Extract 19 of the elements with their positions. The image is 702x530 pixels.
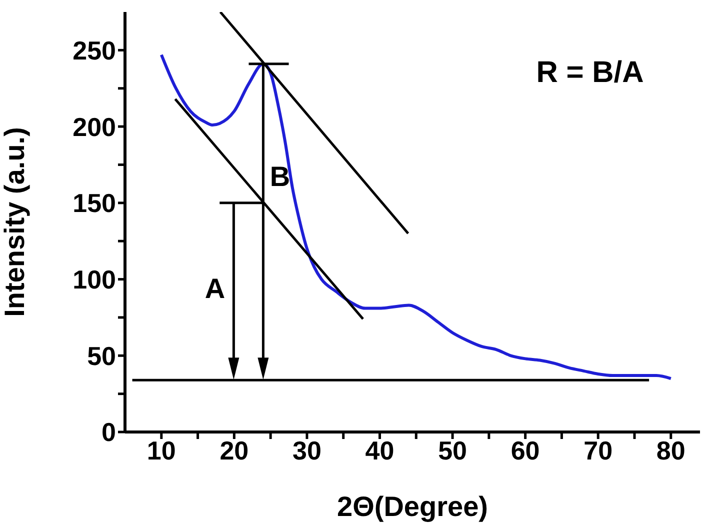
y-tick-label: 200 (72, 112, 116, 142)
x-tick-label: 40 (365, 435, 394, 466)
annotation: B (270, 161, 290, 192)
y-tick-label: 0 (102, 417, 116, 448)
x-tick-label: 30 (292, 435, 322, 466)
x-axis-title: 2Θ(Degree) (337, 491, 488, 522)
y-axis-title: Intensity (a.u.) (0, 127, 30, 317)
x-tick-label: 60 (510, 435, 540, 466)
y-tick-label: 100 (72, 264, 116, 295)
x-tick-label: 10 (146, 435, 176, 466)
x-tick-label: 20 (220, 435, 249, 466)
y-tick-label: 150 (72, 188, 116, 218)
annotation: A (204, 273, 226, 304)
x-tick-label: 80 (656, 435, 686, 466)
x-tick-label: 70 (584, 435, 613, 466)
y-tick-label: 50 (87, 340, 116, 371)
annotation: R = B/A (536, 56, 644, 89)
x-tick-label: 50 (438, 435, 467, 466)
y-tick-label: 250 (72, 35, 116, 66)
